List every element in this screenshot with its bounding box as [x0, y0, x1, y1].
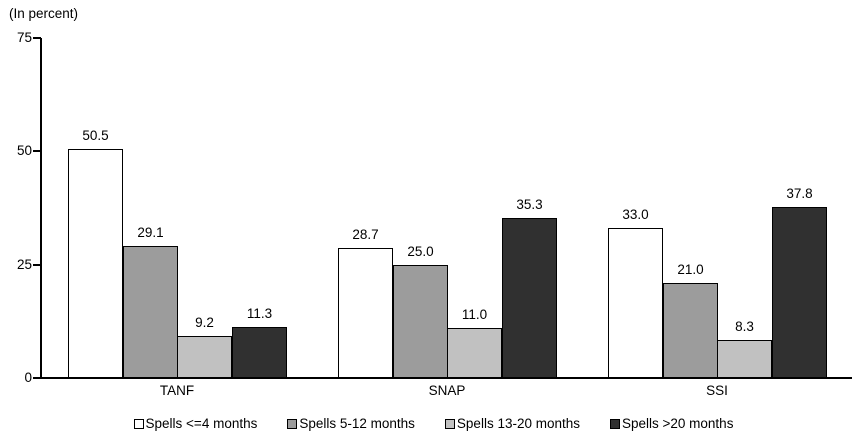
- bar-value-label: 9.2: [195, 315, 214, 330]
- legend-item-3: Spells >20 months: [610, 416, 733, 431]
- bar-tanf-series-2: [177, 336, 232, 378]
- category-label-snap: SNAP: [428, 383, 466, 398]
- bar-tanf-series-1: [123, 246, 178, 378]
- bar-tanf-series-0: [68, 149, 123, 378]
- legend-label: Spells >20 months: [622, 416, 734, 431]
- chart-title: (In percent): [9, 6, 79, 21]
- bar-value-label: 28.7: [352, 227, 379, 242]
- bar-value-label: 11.3: [246, 306, 273, 321]
- bar-snap-series-1: [393, 265, 448, 378]
- legend-swatch-icon: [133, 418, 144, 429]
- bar-snap-series-0: [338, 248, 393, 378]
- bar-value-label: 33.0: [622, 207, 649, 222]
- y-tick-label: 50: [16, 143, 32, 159]
- legend-label: Spells <=4 months: [145, 416, 258, 431]
- bar-tanf-series-3: [232, 327, 287, 378]
- bar-snap-series-3: [502, 218, 557, 378]
- legend-swatch-icon: [287, 418, 298, 429]
- bar-ssi-series-0: [608, 228, 663, 378]
- legend-swatch-icon: [610, 418, 620, 429]
- y-tick-mark: [33, 263, 41, 266]
- bar-value-label: 37.8: [786, 186, 813, 201]
- legend-label: Spells 13-20 months: [456, 416, 580, 431]
- legend-swatch-icon: [444, 418, 455, 429]
- legend-item-1: Spells 5-12 months: [287, 416, 415, 431]
- bar-value-label: 50.5: [82, 128, 109, 143]
- bar-ssi-series-1: [663, 283, 718, 378]
- bar-ssi-series-2: [717, 340, 772, 378]
- legend-item-2: Spells 13-20 months: [444, 416, 580, 431]
- y-tick-mark: [33, 150, 41, 153]
- category-label-ssi: SSI: [706, 383, 728, 398]
- y-tick-mark: [33, 377, 41, 379]
- bar-value-label: 21.0: [677, 262, 704, 277]
- bar-value-label: 25.0: [407, 244, 434, 259]
- legend-item-0: Spells <=4 months: [133, 416, 258, 431]
- bar-value-label: 11.0: [461, 307, 488, 322]
- y-tick-label: 75: [16, 30, 32, 45]
- bar-value-label: 35.3: [516, 197, 543, 212]
- bar-ssi-series-3: [772, 207, 827, 378]
- bar-value-label: 8.3: [735, 319, 754, 334]
- bar-snap-series-2: [447, 328, 502, 378]
- chart-legend: Spells <=4 months Spells 5-12 months Spell…: [0, 416, 867, 431]
- y-tick-label: 25: [16, 256, 32, 272]
- y-tick-mark: [33, 37, 41, 39]
- category-label-tanf: TANF: [159, 383, 195, 398]
- legend-label: Spells 5-12 months: [299, 416, 415, 431]
- y-axis-line: [40, 38, 42, 379]
- y-tick-label: 0: [24, 370, 32, 385]
- bar-value-label: 29.1: [137, 225, 164, 240]
- x-axis-line: [33, 377, 852, 379]
